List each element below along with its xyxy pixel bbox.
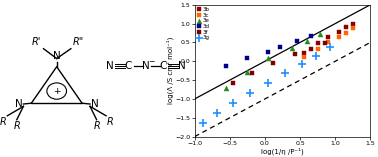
3f: [291, 53, 297, 56]
X-axis label: log(1/η /P⁻¹): log(1/η /P⁻¹): [261, 147, 304, 155]
3g: [299, 63, 305, 65]
Text: N: N: [178, 61, 185, 71]
3b: [325, 35, 331, 38]
Text: R: R: [0, 117, 6, 127]
Text: R: R: [93, 121, 100, 131]
3f: [230, 82, 236, 84]
3d: [308, 34, 314, 37]
3g: [246, 92, 253, 95]
3e: [304, 39, 310, 42]
3b: [343, 26, 349, 29]
Legend: 3b, 3c, 3e, 3d, 3f, 3g: 3b, 3c, 3e, 3d, 3f, 3g: [196, 6, 210, 41]
3c: [350, 27, 356, 29]
Y-axis label: log(Λ /S cm² mol⁻¹): log(Λ /S cm² mol⁻¹): [166, 37, 174, 104]
3d: [244, 57, 250, 60]
3f: [249, 71, 256, 74]
3b: [314, 42, 321, 44]
3e: [244, 70, 250, 73]
Text: N: N: [106, 61, 113, 71]
Text: R": R": [73, 37, 84, 47]
3b: [350, 22, 356, 25]
3c: [343, 32, 349, 34]
Text: R: R: [107, 117, 114, 127]
3g: [265, 82, 271, 84]
3g: [327, 46, 333, 48]
Text: R: R: [13, 121, 20, 131]
3f: [322, 42, 328, 44]
Text: N: N: [15, 99, 22, 109]
3e: [289, 47, 295, 49]
3g: [230, 102, 236, 105]
3d: [294, 39, 300, 42]
Text: +: +: [53, 87, 60, 96]
3c: [336, 36, 342, 39]
3d: [265, 51, 271, 53]
3g: [214, 112, 220, 114]
3b: [336, 31, 342, 33]
Text: N: N: [142, 61, 150, 71]
3b: [301, 52, 307, 54]
Text: C: C: [125, 61, 132, 71]
3g: [282, 72, 288, 75]
3f: [270, 62, 276, 64]
3d: [223, 65, 229, 67]
Text: N: N: [91, 99, 99, 109]
3e: [265, 57, 271, 60]
3g: [200, 122, 206, 125]
3e: [317, 33, 323, 35]
3e: [223, 87, 229, 90]
3f: [308, 48, 314, 50]
3d: [277, 46, 284, 48]
3g: [313, 54, 319, 57]
Text: N: N: [53, 51, 60, 61]
Text: −: −: [149, 57, 155, 66]
3c: [301, 56, 307, 59]
3c: [325, 40, 331, 43]
Text: C: C: [160, 61, 167, 71]
Text: R': R': [31, 37, 41, 47]
3c: [314, 48, 321, 50]
